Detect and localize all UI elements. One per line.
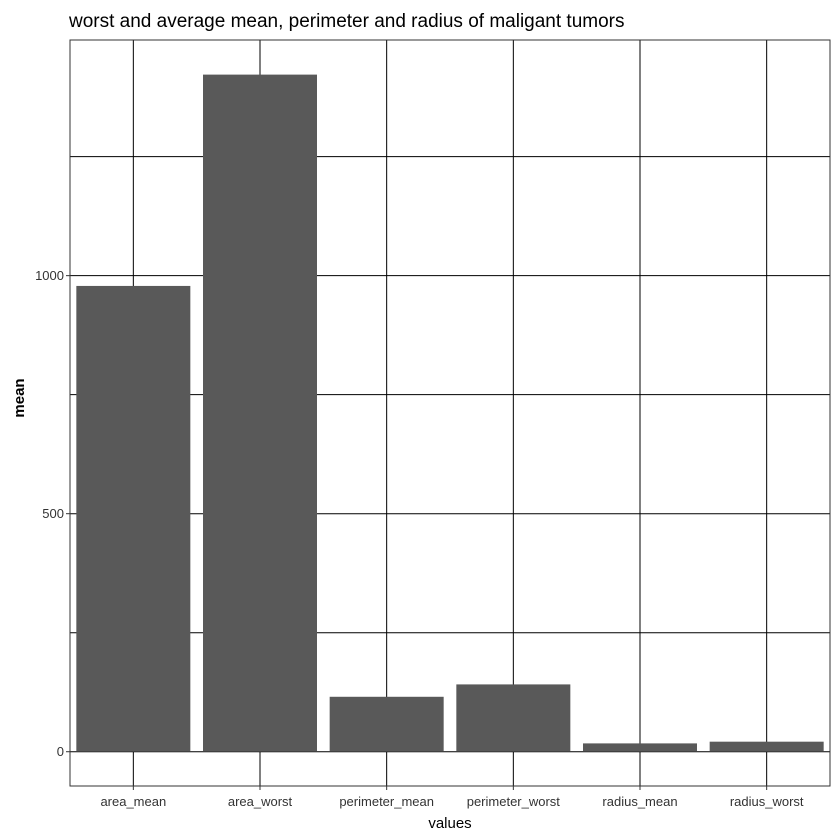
x-tick-label: perimeter_mean <box>339 794 434 809</box>
x-tick-label: area_mean <box>100 794 166 809</box>
y-tick-label: 0 <box>57 744 64 759</box>
bar-area-mean <box>76 285 191 752</box>
bar-area-worst <box>203 74 317 752</box>
x-tick-label: radius_mean <box>602 794 677 809</box>
x-axis-ticks: area_mean area_worst perimeter_mean perimet… <box>100 786 804 809</box>
x-tick-label: area_worst <box>228 794 293 809</box>
x-tick-label: perimeter_worst <box>467 794 561 809</box>
bar-perimeter-mean <box>329 696 444 752</box>
bar-radius-worst <box>709 741 824 752</box>
x-axis-title: values <box>428 815 471 832</box>
y-tick-label: 500 <box>42 506 64 521</box>
y-axis-title: mean <box>11 378 28 417</box>
bar-perimeter-worst <box>456 684 571 752</box>
x-tick-label: radius_worst <box>730 794 804 809</box>
panel-border <box>69 39 831 787</box>
grid-layer <box>70 40 830 786</box>
bars-layer <box>76 74 824 752</box>
y-tick-label: 1000 <box>35 268 64 283</box>
bar-radius-mean <box>583 743 697 752</box>
chart-title: worst and average mean, perimeter and ra… <box>68 11 625 32</box>
y-axis-ticks: 0 500 1000 <box>35 268 70 759</box>
